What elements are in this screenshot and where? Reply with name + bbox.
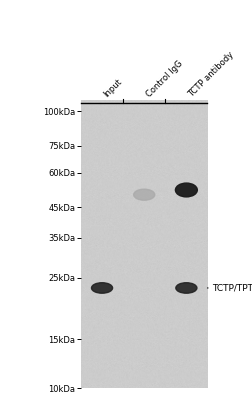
- Ellipse shape: [133, 189, 154, 200]
- Ellipse shape: [91, 283, 112, 293]
- Ellipse shape: [175, 183, 197, 197]
- Text: TCTP/TPT1: TCTP/TPT1: [211, 284, 252, 292]
- Ellipse shape: [175, 283, 196, 293]
